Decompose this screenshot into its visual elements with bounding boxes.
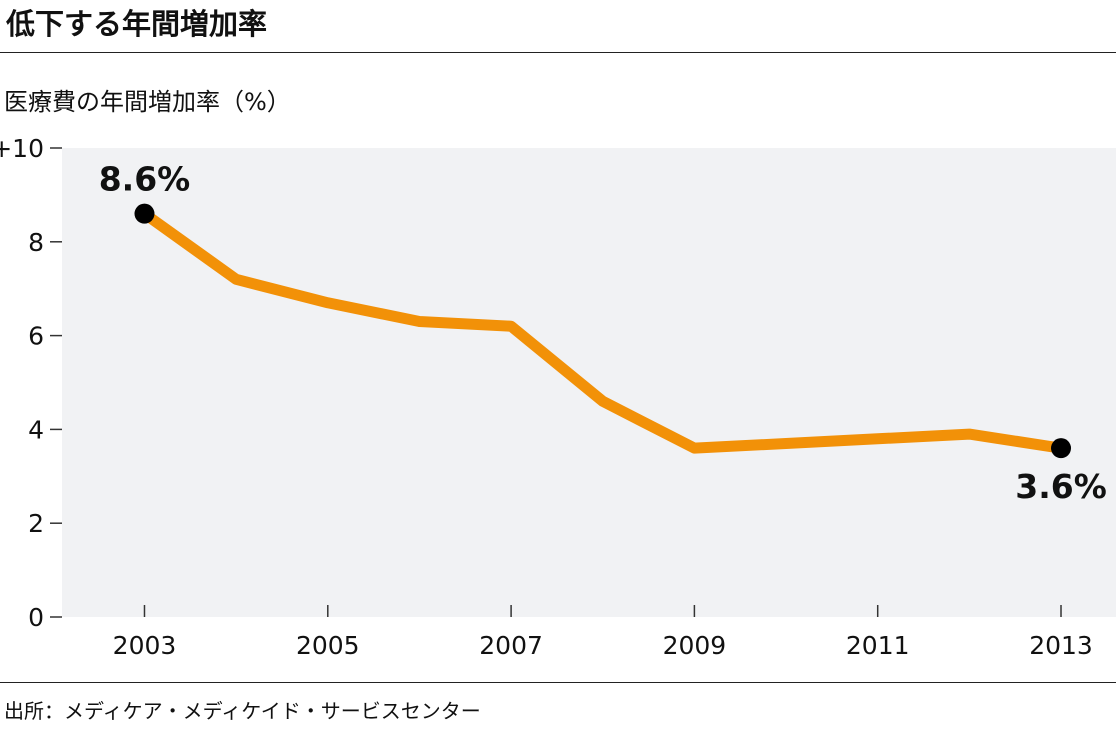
data-label: 3.6% bbox=[1015, 467, 1107, 506]
x-tick-label: 2009 bbox=[663, 631, 727, 660]
source-note: 出所：メディケア・メディケイド・サービスセンター bbox=[4, 699, 481, 723]
y-tick-label: 4 bbox=[28, 415, 44, 444]
x-tick-label: 2005 bbox=[296, 631, 360, 660]
title-divider bbox=[0, 52, 1116, 53]
source-divider bbox=[0, 682, 1116, 683]
x-axis: 2003 2005 2007 2009 2011 2013 bbox=[113, 605, 1093, 660]
series-group bbox=[141, 209, 1062, 454]
data-point-marker bbox=[134, 203, 155, 224]
y-tick-label: 0 bbox=[28, 603, 44, 632]
annotations: 8.6% 3.6% bbox=[99, 160, 1107, 507]
y-tick-label: 6 bbox=[28, 322, 44, 351]
data-point-marker bbox=[1051, 438, 1072, 459]
chart-title: 低下する年間増加率 bbox=[6, 7, 268, 41]
x-tick-label: 2003 bbox=[113, 631, 177, 660]
series-line bbox=[141, 209, 1062, 454]
x-tick-label: 2013 bbox=[1029, 631, 1093, 660]
x-tick-label: 2011 bbox=[846, 631, 910, 660]
y-tick-label: +10 bbox=[0, 134, 44, 163]
x-tick-label: 2007 bbox=[479, 631, 543, 660]
y-axis: 0 2 4 6 8 +10 bbox=[0, 134, 62, 632]
y-tick-label: 8 bbox=[28, 228, 44, 257]
y-axis-label: 医療費の年間増加率（%） bbox=[4, 88, 291, 116]
y-tick-label: 2 bbox=[28, 509, 44, 538]
data-label: 8.6% bbox=[99, 160, 191, 199]
plot-background bbox=[62, 148, 1116, 617]
